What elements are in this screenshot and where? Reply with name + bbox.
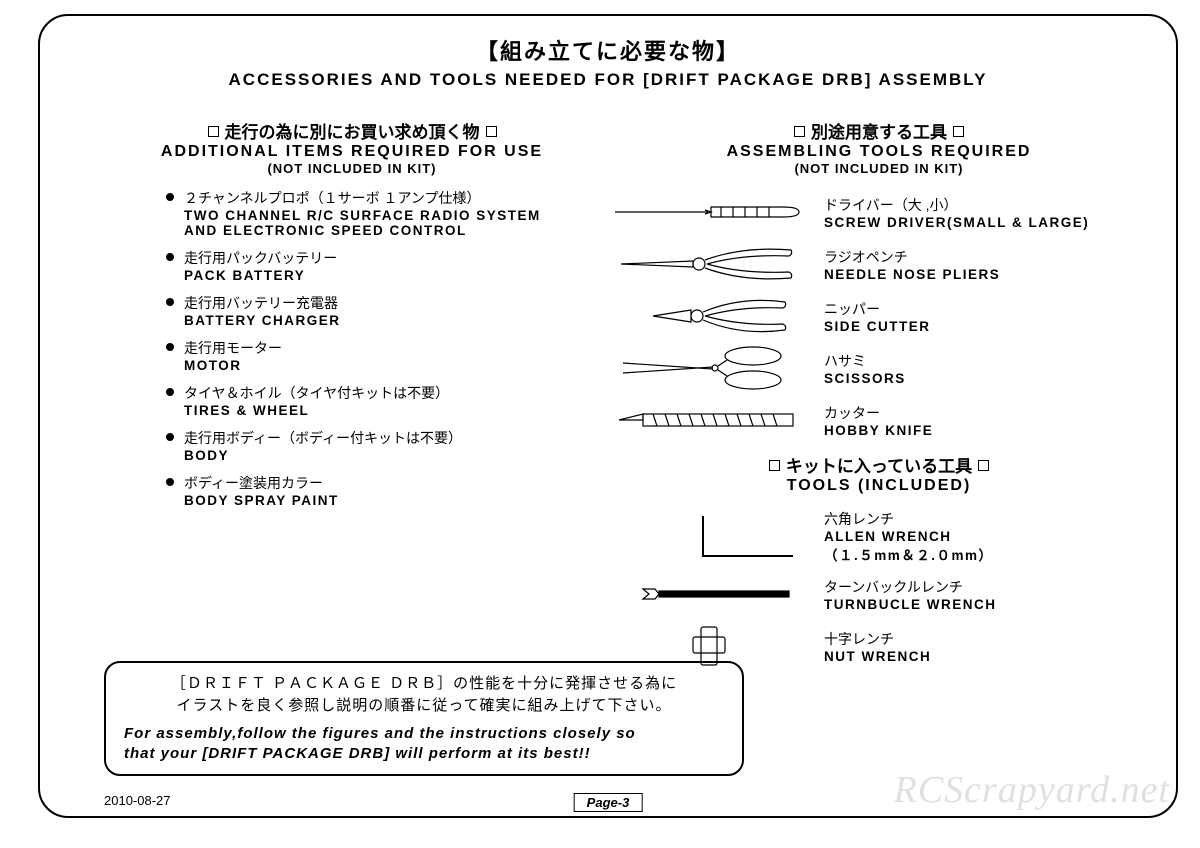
tool-row: ラジオペンチNEEDLE NOSE PLIERS bbox=[608, 242, 1150, 286]
additional-head-jp: 走行の為に別にお買い求め頂く物 bbox=[225, 123, 480, 142]
tools-req-head-jp: 別途用意する工具 bbox=[811, 123, 947, 142]
tool-row: ドライバー（大 ,小）SCREW DRIVER(SMALL & LARGE) bbox=[608, 190, 1150, 234]
list-item: 走行用モーターMOTOR bbox=[166, 338, 608, 373]
tools-required-header: 別途用意する工具 ASSEMBLING TOOLS REQUIRED (NOT … bbox=[608, 118, 1150, 176]
additional-head-sub: (NOT INCLUDED IN KIT) bbox=[96, 161, 608, 176]
list-item: 走行用パックバッテリーPACK BATTERY bbox=[166, 248, 608, 283]
page-number: Page-3 bbox=[574, 793, 643, 812]
list-item: 走行用ボディー（ボディー付キットは不要）BODY bbox=[166, 428, 608, 463]
list-item: 走行用バッテリー充電器BATTERY CHARGER bbox=[166, 293, 608, 328]
right-column: 別途用意する工具 ASSEMBLING TOOLS REQUIRED (NOT … bbox=[608, 118, 1150, 676]
pliers-icon bbox=[608, 242, 808, 286]
tools-included-header: キットに入っている工具 TOOLS (INCLUDED) bbox=[608, 452, 1150, 495]
assembly-note-box: ［ＤＲＩＦＴ ＰＡＣＫＡＧＥ ＤＲＢ］の性能を十分に発揮させる為に イラストを良… bbox=[104, 661, 744, 777]
hobby-knife-icon bbox=[608, 398, 808, 442]
additional-head-en: ADDITIONAL ITEMS REQUIRED FOR USE bbox=[96, 143, 608, 161]
allen-wrench-icon bbox=[608, 515, 808, 559]
note-en: For assembly,follow the figures and the … bbox=[124, 724, 724, 765]
list-item: タイヤ＆ホイル（タイヤ付キットは不要）TIRES & WHEEL bbox=[166, 383, 608, 418]
tool-row: 六角レンチALLEN WRENCH （１.５mm＆２.０mm） bbox=[608, 509, 1150, 564]
tools-req-head-en: ASSEMBLING TOOLS REQUIRED bbox=[608, 143, 1150, 161]
tool-row: ハサミSCISSORS bbox=[608, 346, 1150, 390]
title-jp: 【組み立てに必要な物】 bbox=[66, 34, 1150, 66]
tools-required-list: ドライバー（大 ,小）SCREW DRIVER(SMALL & LARGE) ラ… bbox=[608, 190, 1150, 442]
turnbuckle-wrench-icon bbox=[608, 572, 808, 616]
list-item: ２チャンネルプロポ（１サーボ １アンプ仕様）TWO CHANNEL R/C SU… bbox=[166, 188, 608, 238]
tool-row: ニッパーSIDE CUTTER bbox=[608, 294, 1150, 338]
page-content: 【組み立てに必要な物】 ACCESSORIES AND TOOLS NEEDED… bbox=[38, 14, 1178, 818]
screwdriver-icon bbox=[608, 190, 808, 234]
title-en: ACCESSORIES AND TOOLS NEEDED FOR [DRIFT … bbox=[66, 70, 1150, 90]
tool-row: ターンバックルレンチTURNBUCLE WRENCH bbox=[608, 572, 1150, 616]
tools-included-section: キットに入っている工具 TOOLS (INCLUDED) 六角レンチALLEN … bbox=[608, 452, 1150, 668]
scissors-icon bbox=[608, 346, 808, 390]
side-cutter-icon bbox=[608, 294, 808, 338]
additional-items: ２チャンネルプロポ（１サーボ １アンプ仕様）TWO CHANNEL R/C SU… bbox=[96, 188, 608, 508]
note-jp: ［ＤＲＩＦＴ ＰＡＣＫＡＧＥ ＤＲＢ］の性能を十分に発揮させる為に イラストを良… bbox=[124, 673, 724, 718]
date-label: 2010-08-27 bbox=[104, 793, 171, 808]
additional-header: 走行の為に別にお買い求め頂く物 ADDITIONAL ITEMS REQUIRE… bbox=[96, 118, 608, 176]
left-column: 走行の為に別にお買い求め頂く物 ADDITIONAL ITEMS REQUIRE… bbox=[66, 118, 608, 676]
tools-included-list: 六角レンチALLEN WRENCH （１.５mm＆２.０mm） ターンバックルレ… bbox=[608, 509, 1150, 668]
tool-row: カッターHOBBY KNIFE bbox=[608, 398, 1150, 442]
list-item: ボディー塗装用カラーBODY SPRAY PAINT bbox=[166, 473, 608, 508]
columns: 走行の為に別にお買い求め頂く物 ADDITIONAL ITEMS REQUIRE… bbox=[66, 118, 1150, 676]
tools-req-head-sub: (NOT INCLUDED IN KIT) bbox=[608, 161, 1150, 176]
